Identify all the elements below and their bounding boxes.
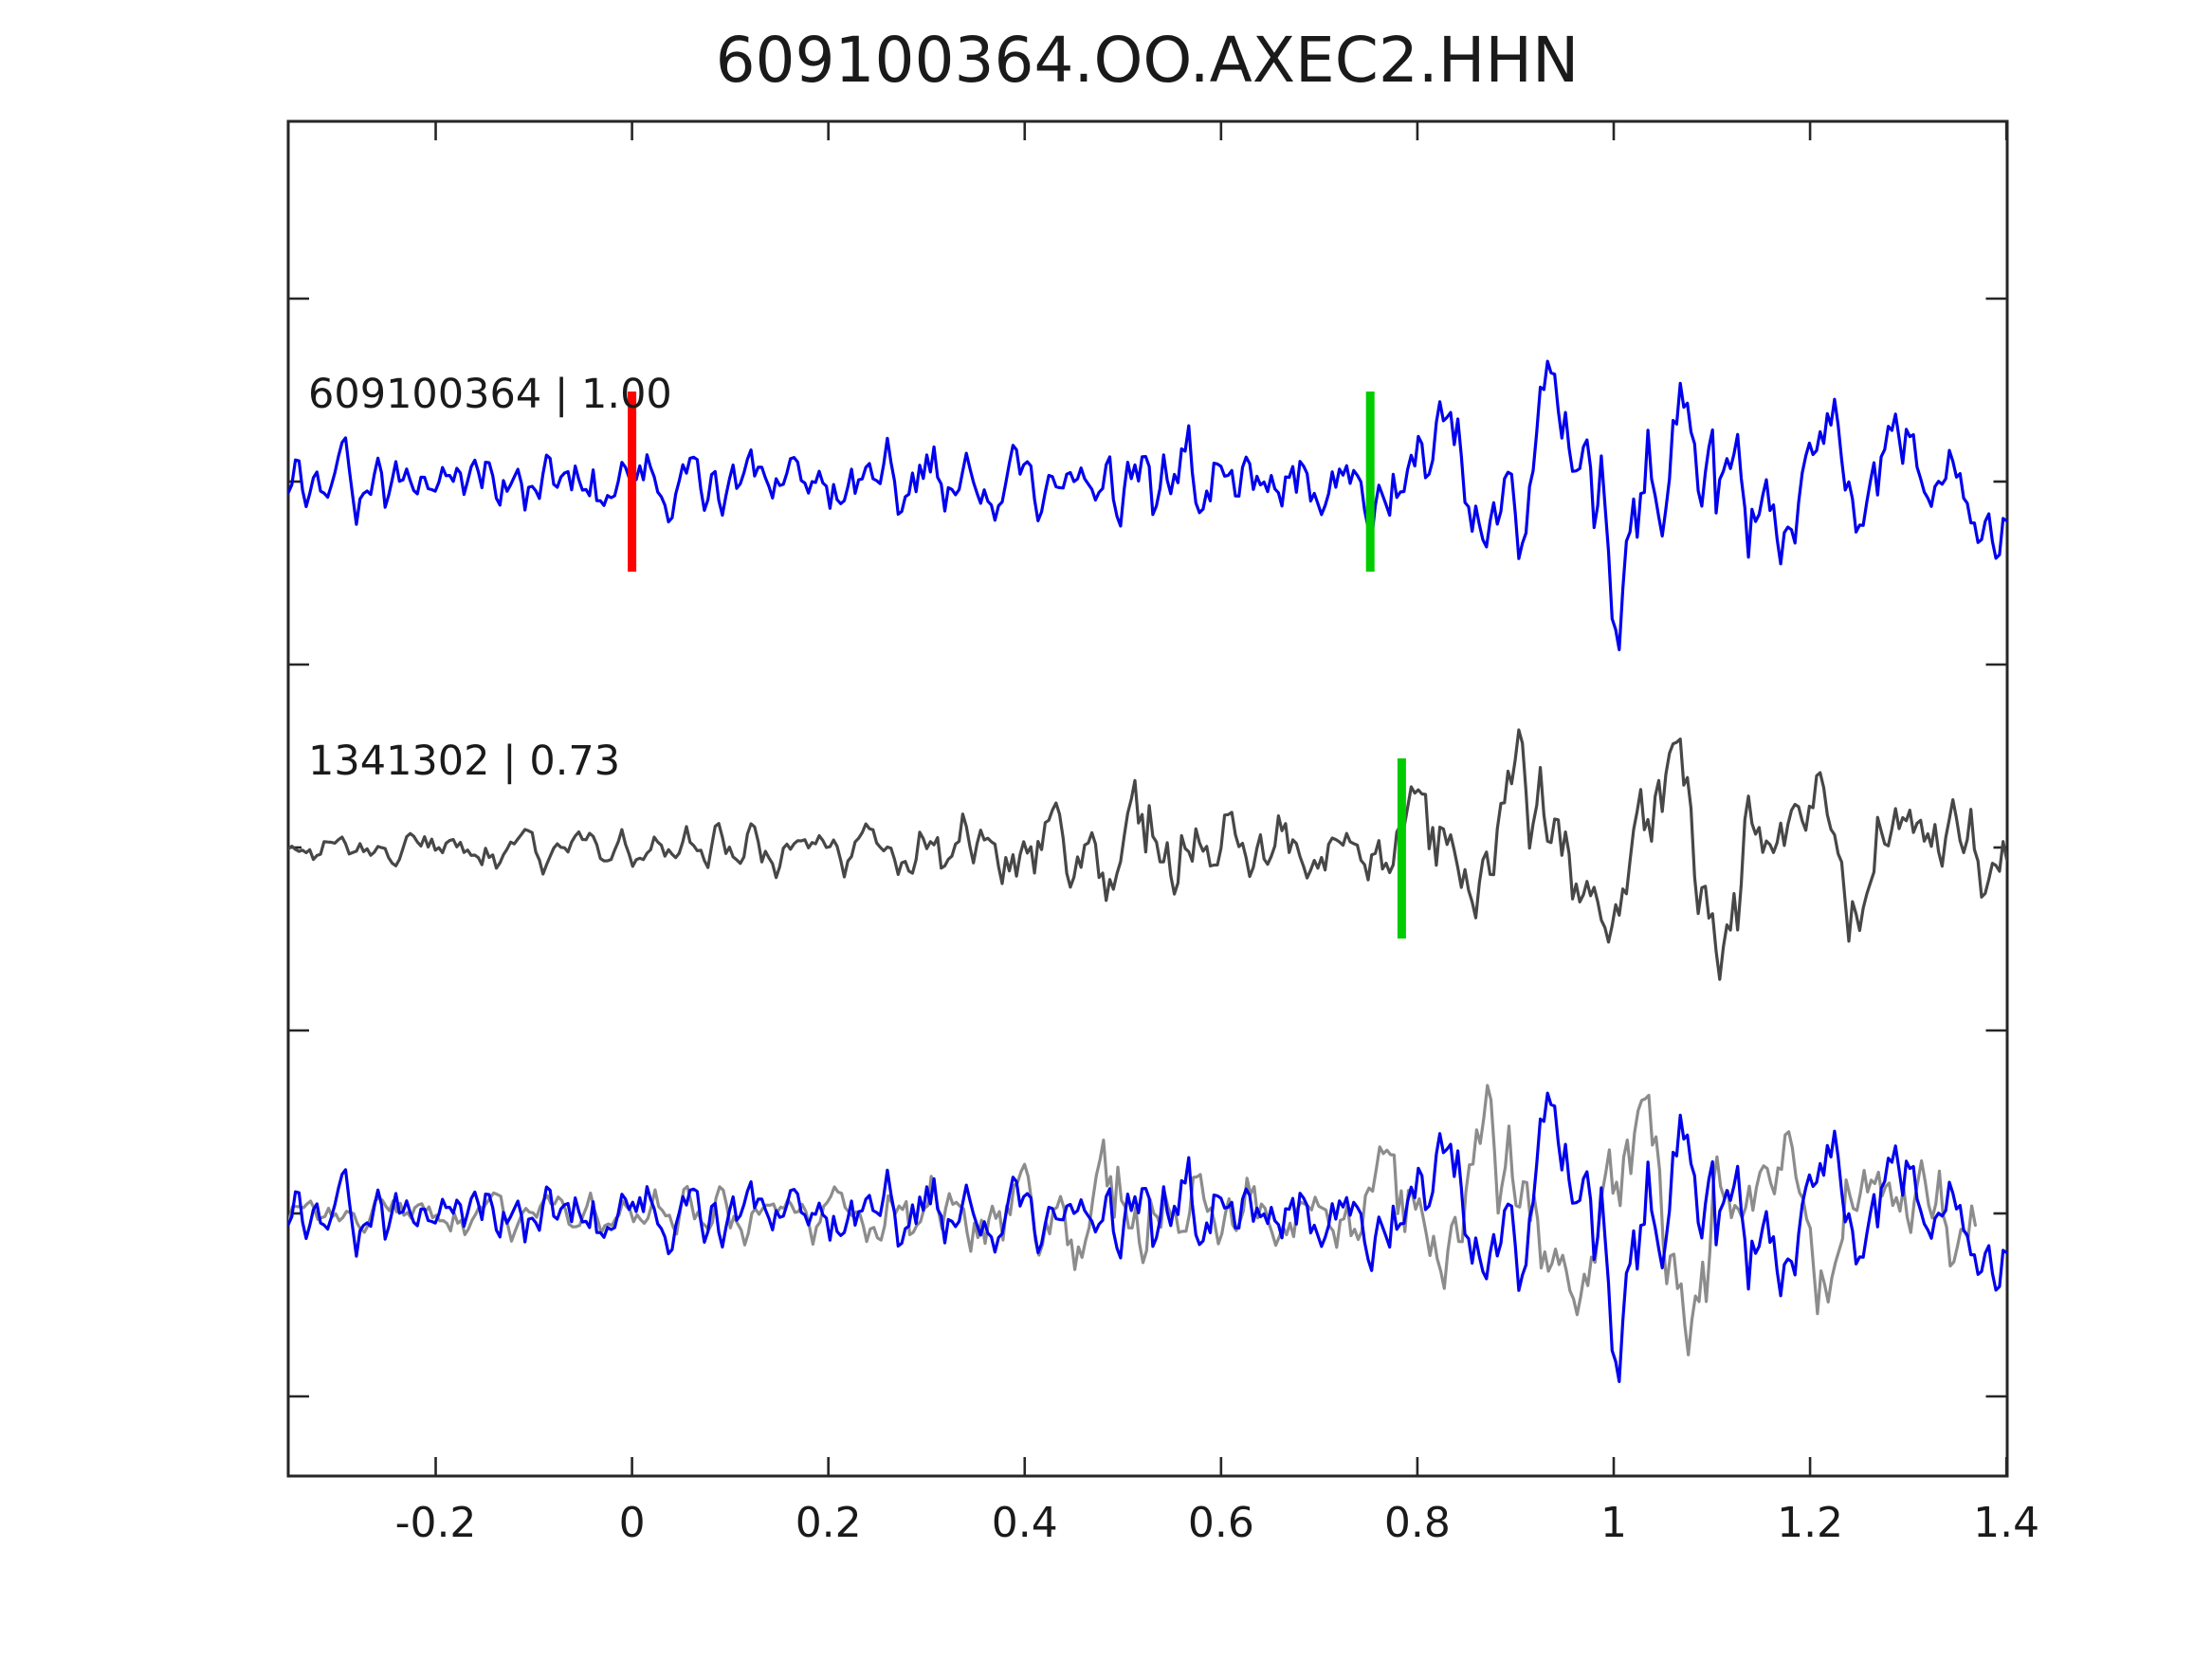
trace-1341302 bbox=[288, 728, 2007, 981]
page-title: 609100364.OO.AXEC2.HHN bbox=[716, 24, 1580, 97]
phase-pick-marker bbox=[1365, 392, 1375, 572]
x-tick-label: 1 bbox=[1600, 1499, 1627, 1547]
x-tick-label: 1.4 bbox=[1973, 1499, 2039, 1547]
pick-markers bbox=[628, 392, 1406, 939]
x-tick-label: 0.6 bbox=[1188, 1499, 1254, 1547]
x-axis-tick-labels: -0.2 0 0.2 0.4 0.6 0.8 1 1.2 1.4 bbox=[395, 1499, 2040, 1547]
axis-ticks bbox=[288, 121, 2008, 1476]
trace-609100364 bbox=[288, 359, 2007, 652]
x-tick-label: 0 bbox=[619, 1499, 646, 1547]
phase-pick-marker bbox=[1397, 758, 1406, 939]
origin-marker bbox=[628, 392, 637, 572]
x-tick-label: -0.2 bbox=[395, 1499, 477, 1547]
x-tick-label: 1.2 bbox=[1777, 1499, 1843, 1547]
x-tick-label: 0.8 bbox=[1384, 1499, 1451, 1547]
x-tick-label: 0.4 bbox=[992, 1499, 1058, 1547]
x-tick-label: 0.2 bbox=[795, 1499, 862, 1547]
trace1-label: 609100364 | 1.00 bbox=[308, 371, 672, 418]
trace2-label: 1341302 | 0.73 bbox=[308, 738, 620, 785]
waveform-traces bbox=[288, 359, 2007, 1384]
trace-overlay-609100364 bbox=[288, 1091, 2007, 1384]
